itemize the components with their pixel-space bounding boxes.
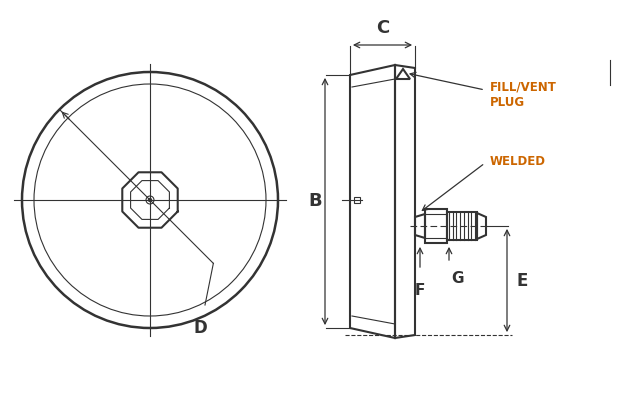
Text: WELDED: WELDED xyxy=(490,155,546,168)
Text: D: D xyxy=(193,319,207,337)
Text: E: E xyxy=(517,271,529,290)
Text: C: C xyxy=(376,19,389,37)
Circle shape xyxy=(148,198,152,201)
Bar xyxy=(354,197,360,203)
Text: F: F xyxy=(415,283,425,298)
Text: G: G xyxy=(451,271,463,286)
Text: FILL/VENT
PLUG: FILL/VENT PLUG xyxy=(490,80,557,109)
Text: B: B xyxy=(308,192,322,211)
Bar xyxy=(425,209,447,243)
Bar xyxy=(447,212,477,240)
